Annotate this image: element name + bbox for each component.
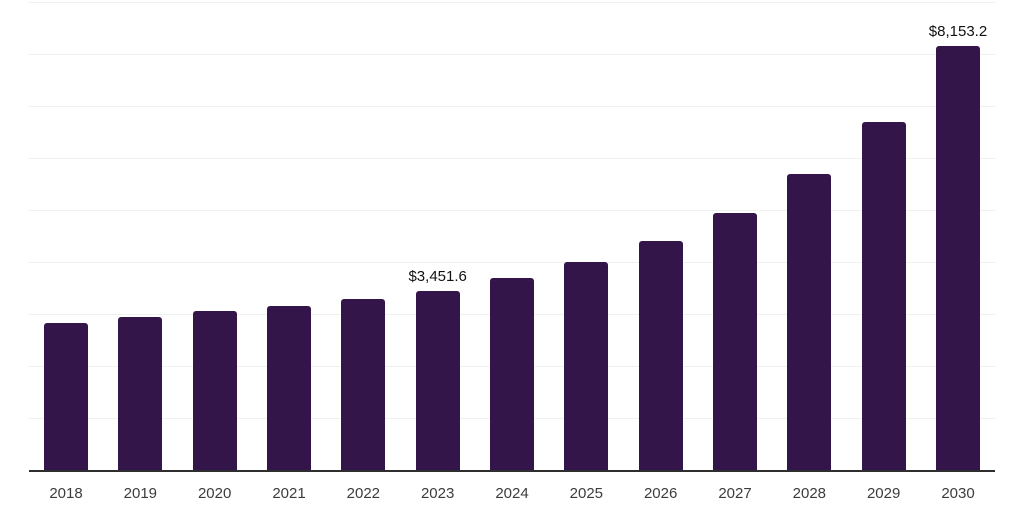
bar-2028[interactable]: [787, 174, 832, 470]
bar-2030[interactable]: [936, 46, 980, 470]
gridline-5000: [29, 210, 995, 211]
x-axis-line: [29, 470, 995, 472]
bar-2021[interactable]: [267, 306, 311, 470]
gridline-6000: [29, 158, 995, 159]
x-tick-label-2023: 2023: [420, 485, 455, 502]
x-tick-label-2029: 2029: [866, 485, 901, 502]
x-tick-label-2021: 2021: [272, 485, 306, 502]
bar-2023[interactable]: [415, 290, 460, 470]
bar-2025[interactable]: [564, 262, 609, 470]
data-label-2023: $3,451.6: [408, 267, 467, 285]
bar-2024[interactable]: [490, 278, 534, 470]
bar-2026[interactable]: [638, 241, 683, 470]
bar-2029[interactable]: [861, 121, 906, 470]
x-tick-label-2020: 2020: [197, 485, 232, 502]
bar-2020[interactable]: [192, 311, 237, 470]
bar-2027[interactable]: [713, 212, 757, 470]
gridline-9000: [29, 2, 995, 3]
gridline-4000: [29, 262, 995, 263]
gridline-7000: [29, 106, 995, 107]
x-tick-label-2025: 2025: [569, 485, 604, 502]
x-tick-label-2026: 2026: [643, 485, 678, 502]
gridline-8000: [29, 54, 995, 55]
x-tick-label-2018: 2018: [49, 485, 83, 502]
x-tick-label-2027: 2027: [718, 485, 752, 502]
x-tick-label-2019: 2019: [123, 485, 158, 502]
bar-2019[interactable]: [118, 316, 163, 470]
x-tick-label-2028: 2028: [792, 485, 827, 502]
bar-2018[interactable]: [44, 323, 88, 470]
data-label-2030: $8,153.2: [928, 23, 988, 41]
x-tick-label-2022: 2022: [346, 485, 381, 502]
x-tick-label-2030: 2030: [941, 485, 975, 502]
x-tick-label-2024: 2024: [495, 485, 529, 502]
bar-2022[interactable]: [341, 299, 386, 470]
